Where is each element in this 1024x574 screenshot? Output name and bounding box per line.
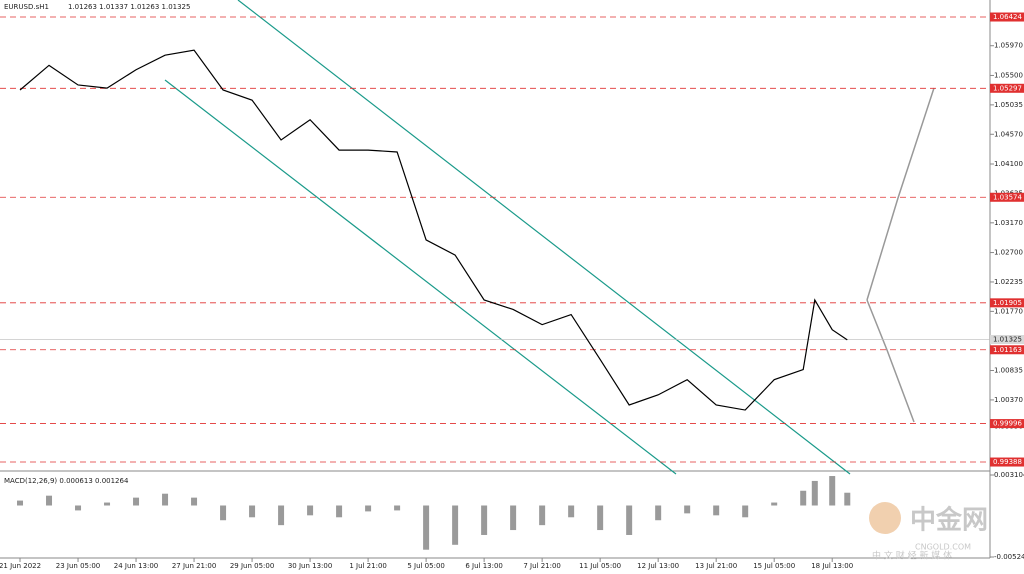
macd-bar xyxy=(220,505,227,521)
y-tick-label: 1.02235 xyxy=(994,278,1023,286)
macd-bar xyxy=(510,505,517,531)
level-box xyxy=(990,457,1024,467)
level-label: 1.05297 xyxy=(993,84,1022,92)
y-tick-label: 1.04570 xyxy=(994,130,1023,138)
y-tick-label: 1.01770 xyxy=(994,307,1023,315)
macd-bar xyxy=(844,492,851,506)
projection-arrow xyxy=(866,299,915,423)
macd-bar xyxy=(811,480,818,506)
y-tick-label: 0.003104 xyxy=(994,471,1024,479)
macd-bar xyxy=(684,505,691,514)
macd-bar xyxy=(394,505,401,511)
projection-arrow xyxy=(866,87,935,301)
symbol: EURUSD.sH1 xyxy=(4,3,49,11)
price-line xyxy=(19,49,848,411)
macd-bar xyxy=(133,497,140,506)
macd-bar xyxy=(191,497,198,506)
macd-bar xyxy=(713,505,720,516)
macd-bar xyxy=(75,505,82,511)
x-tick-label: 24 Jun 13:00 xyxy=(114,562,158,570)
y-tick-label: 1.05970 xyxy=(994,42,1023,50)
y-tick-label: 1.04100 xyxy=(994,160,1023,168)
current-price-box xyxy=(990,335,1024,345)
y-tick-label: 1.03170 xyxy=(994,219,1023,227)
y-tick-label: 1.02700 xyxy=(994,249,1023,257)
y-tick-label: 1.00835 xyxy=(994,367,1023,375)
macd-bar xyxy=(278,505,285,526)
macd-bar xyxy=(307,505,314,516)
channel-line xyxy=(164,79,677,475)
y-tick-label: 1.05035 xyxy=(994,101,1023,109)
macd-bar xyxy=(626,505,633,535)
macd-bar xyxy=(829,476,836,506)
current-price-label: 1.01325 xyxy=(993,336,1022,344)
ohlc: 1.01263 1.01337 1.01263 1.01325 xyxy=(68,3,190,11)
macd-bar xyxy=(597,505,604,531)
x-tick-label: 1 Jul 21:00 xyxy=(349,562,387,570)
watermark-logo: 中金网 xyxy=(910,505,988,536)
watermark-icon xyxy=(869,502,901,534)
macd-bar xyxy=(655,505,662,521)
x-tick-label: 18 Jul 13:00 xyxy=(811,562,853,570)
macd-bar xyxy=(539,505,546,526)
level-box xyxy=(990,419,1024,429)
macd-bar xyxy=(46,495,53,506)
x-tick-label: 21 Jun 2022 xyxy=(0,562,41,570)
macd-bar xyxy=(249,505,256,518)
macd-bar xyxy=(481,505,488,535)
macd-bar xyxy=(104,502,111,506)
watermark-slogan: 中 文 财 经 新 媒 体 xyxy=(872,550,952,562)
x-tick-label: 5 Jul 05:00 xyxy=(407,562,445,570)
level-label: 0.99388 xyxy=(993,458,1022,466)
x-tick-label: 27 Jun 21:00 xyxy=(172,562,216,570)
macd-bar xyxy=(771,502,778,506)
y-tick-label: -0.005242 xyxy=(994,553,1024,561)
x-tick-label: 7 Jul 21:00 xyxy=(523,562,561,570)
macd-bar xyxy=(568,505,575,518)
macd-bar xyxy=(452,505,459,545)
macd-bar xyxy=(336,505,343,518)
channel-line xyxy=(237,0,851,475)
macd-label: MACD(12,26,9) 0.000613 0.001264 xyxy=(4,477,129,485)
x-tick-label: 11 Jul 05:00 xyxy=(579,562,621,570)
x-tick-label: 6 Jul 13:00 xyxy=(465,562,503,570)
y-tick-label: 1.05500 xyxy=(994,71,1023,79)
x-tick-label: 23 Jun 05:00 xyxy=(56,562,100,570)
level-box xyxy=(990,192,1024,202)
level-box xyxy=(990,83,1024,93)
level-label: 1.06424 xyxy=(993,13,1022,21)
y-tick-label: 1.00370 xyxy=(994,396,1023,404)
x-tick-label: 29 Jun 05:00 xyxy=(230,562,274,570)
macd-bar xyxy=(800,490,807,506)
macd-bar xyxy=(423,505,430,550)
level-label: 1.01905 xyxy=(993,299,1022,307)
x-tick-label: 13 Jul 21:00 xyxy=(695,562,737,570)
level-label: 1.01163 xyxy=(993,346,1022,354)
x-tick-label: 30 Jun 13:00 xyxy=(288,562,332,570)
level-box xyxy=(990,12,1024,22)
x-tick-label: 15 Jul 05:00 xyxy=(753,562,795,570)
macd-bar xyxy=(17,500,24,506)
macd-bar xyxy=(365,505,372,512)
watermark-site: CNGOLD.COM xyxy=(915,543,971,552)
level-box xyxy=(990,298,1024,308)
x-tick-label: 12 Jul 13:00 xyxy=(637,562,679,570)
level-box xyxy=(990,345,1024,355)
macd-bar xyxy=(742,505,749,518)
macd-bar xyxy=(162,493,169,506)
level-label: 1.03574 xyxy=(993,193,1022,201)
level-label: 0.99996 xyxy=(993,420,1022,428)
